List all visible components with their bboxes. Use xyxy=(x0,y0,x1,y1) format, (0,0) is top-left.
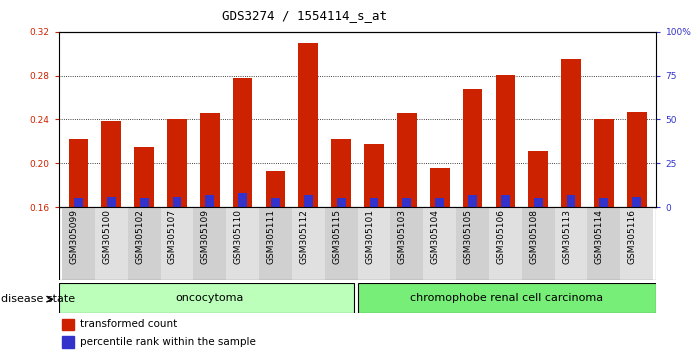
Bar xyxy=(205,195,214,207)
Text: GDS3274 / 1554114_s_at: GDS3274 / 1554114_s_at xyxy=(222,9,386,22)
Text: GSM305106: GSM305106 xyxy=(496,209,505,264)
Bar xyxy=(621,207,653,280)
Text: GSM305116: GSM305116 xyxy=(627,209,636,264)
Bar xyxy=(587,207,621,280)
Bar xyxy=(140,198,149,207)
Bar xyxy=(489,207,522,280)
Bar xyxy=(134,147,154,207)
Text: GSM305107: GSM305107 xyxy=(168,209,177,264)
Bar xyxy=(358,207,390,280)
Bar xyxy=(74,198,83,207)
Bar xyxy=(160,207,193,280)
Bar xyxy=(627,112,647,207)
Bar xyxy=(61,319,74,330)
Text: GSM305109: GSM305109 xyxy=(201,209,210,264)
Text: GSM305112: GSM305112 xyxy=(299,209,308,264)
Bar xyxy=(402,198,411,207)
Bar xyxy=(397,113,417,207)
Text: GSM305104: GSM305104 xyxy=(430,209,439,264)
Text: oncocytoma: oncocytoma xyxy=(176,293,244,303)
Bar xyxy=(600,198,608,207)
Bar xyxy=(304,195,313,207)
Text: GSM305113: GSM305113 xyxy=(562,209,571,264)
Bar xyxy=(364,144,384,207)
Bar xyxy=(95,207,128,280)
Bar xyxy=(468,195,477,207)
Bar xyxy=(226,207,259,280)
Bar xyxy=(102,121,121,207)
Bar xyxy=(522,207,555,280)
Text: GSM305103: GSM305103 xyxy=(398,209,407,264)
Bar xyxy=(265,171,285,207)
Bar xyxy=(331,139,351,207)
Bar xyxy=(292,207,325,280)
Text: GSM305115: GSM305115 xyxy=(332,209,341,264)
Bar xyxy=(632,196,641,207)
Bar xyxy=(259,207,292,280)
Text: GSM305110: GSM305110 xyxy=(234,209,243,264)
Bar xyxy=(325,207,357,280)
Bar xyxy=(456,207,489,280)
Bar xyxy=(495,75,515,207)
Text: GSM305108: GSM305108 xyxy=(529,209,538,264)
Bar xyxy=(233,78,252,207)
Bar xyxy=(173,196,182,207)
Bar xyxy=(370,198,379,207)
Bar xyxy=(61,336,74,348)
Bar xyxy=(561,59,581,207)
Bar xyxy=(167,120,187,207)
Text: GSM305105: GSM305105 xyxy=(464,209,473,264)
Bar xyxy=(501,195,510,207)
Text: GSM305114: GSM305114 xyxy=(595,209,604,264)
Text: GSM305099: GSM305099 xyxy=(69,209,79,264)
Bar xyxy=(435,198,444,207)
Text: GSM305111: GSM305111 xyxy=(267,209,276,264)
Bar xyxy=(238,193,247,207)
Bar xyxy=(594,120,614,207)
Text: GSM305101: GSM305101 xyxy=(365,209,374,264)
Bar xyxy=(200,113,220,207)
Bar xyxy=(62,207,95,280)
Text: GSM305102: GSM305102 xyxy=(135,209,144,264)
Bar xyxy=(555,207,587,280)
Bar xyxy=(59,283,354,313)
Text: chromophobe renal cell carcinoma: chromophobe renal cell carcinoma xyxy=(410,293,603,303)
Bar xyxy=(463,89,482,207)
Text: percentile rank within the sample: percentile rank within the sample xyxy=(79,337,256,347)
Bar xyxy=(128,207,160,280)
Bar xyxy=(299,43,318,207)
Text: disease state: disease state xyxy=(1,294,75,304)
Text: transformed count: transformed count xyxy=(79,319,177,329)
Bar xyxy=(337,198,346,207)
Bar xyxy=(68,139,88,207)
Bar xyxy=(271,198,280,207)
Bar xyxy=(567,195,576,207)
Bar xyxy=(424,207,456,280)
Bar xyxy=(390,207,424,280)
Bar xyxy=(430,168,450,207)
Bar xyxy=(193,207,226,280)
Text: GSM305100: GSM305100 xyxy=(102,209,111,264)
Bar xyxy=(529,151,548,207)
Bar xyxy=(533,198,542,207)
Bar xyxy=(358,283,656,313)
Bar xyxy=(107,196,115,207)
